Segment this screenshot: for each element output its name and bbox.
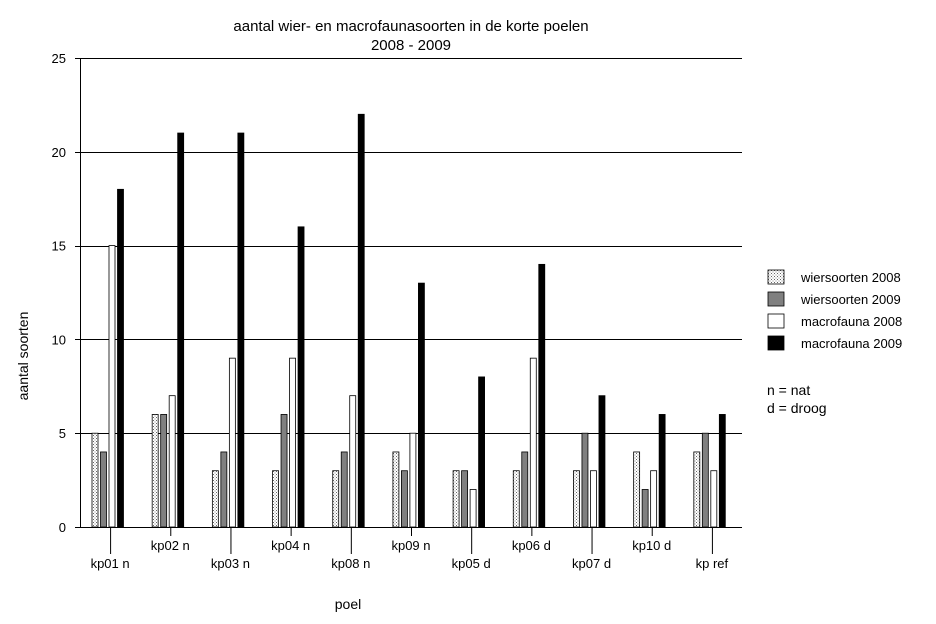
bar-macrofauna-2009-kp04-n: [297, 226, 305, 528]
y-tick-label: 25: [52, 51, 66, 66]
bar-wiersoorten-2009-kp03-n: [220, 451, 228, 528]
bar-macrofauna-2009-kp07-d: [598, 395, 606, 528]
bar-wiersoorten-2009-kp08-n: [340, 451, 348, 528]
bar-macrofauna-2008-kp-ref: [710, 470, 718, 528]
bar-wiersoorten-2009-kp09-n: [401, 470, 408, 528]
bar-macrofauna-2008-kp03-n: [228, 357, 236, 528]
bar-wiersoorten-2009-kp10-d: [641, 489, 649, 528]
y-tick-label: 5: [59, 426, 66, 441]
legend-label: wiersoorten 2008: [800, 270, 901, 285]
legend: wiersoorten 2008 wiersoorten 2009 macrofau…: [767, 269, 902, 351]
note-nat: n = nat: [767, 382, 811, 398]
x-axis-label: poel: [335, 596, 361, 612]
bar-wiersoorten-2009-kp07-d: [581, 432, 589, 528]
bar-macrofauna-2009-kp02-n: [177, 132, 185, 528]
bar-macrofauna-2009-kp03-n: [237, 132, 245, 528]
x-tick-label: kp10 d: [632, 538, 671, 553]
bars: [91, 113, 726, 528]
bar-wiersoorten-2008-kp03-n: [211, 470, 219, 528]
x-tick-label: kp01 n: [91, 556, 130, 571]
legend-label: macrofauna 2009: [801, 336, 902, 351]
bar-macrofauna-2009-kp05-d: [478, 376, 485, 528]
y-tick-label: 10: [52, 332, 66, 347]
bar-macrofauna-2008-kp02-n: [168, 395, 176, 528]
bar-macrofauna-2009-kp-ref: [718, 414, 726, 528]
bar-macrofauna-2009-kp08-n: [357, 113, 365, 528]
x-tick-label: kp03 n: [211, 556, 250, 571]
bar-macrofauna-2008-kp09-n: [409, 432, 417, 528]
bar-wiersoorten-2008-kp01-n: [91, 432, 99, 528]
legend-label: macrofauna 2008: [801, 314, 902, 329]
legend-swatch: [767, 291, 785, 307]
x-tick-label: kp04 n: [271, 538, 310, 553]
bar-macrofauna-2008-kp06-d: [529, 357, 537, 528]
axes: 0 5 10 15 20 25 kp01 n kp02 n kp03 n kp04 n kp08 n…: [15, 51, 742, 612]
bar-wiersoorten-2008-kp04-n: [272, 470, 279, 528]
x-tick-label: kp09 n: [391, 538, 430, 553]
bar-macrofauna-2008-kp04-n: [289, 357, 296, 528]
bar-macrofauna-2009-kp09-n: [418, 282, 425, 528]
bar-macrofauna-2008-kp05-d: [469, 489, 477, 528]
y-tick-label: 20: [52, 145, 66, 160]
bar-wiersoorten-2009-kp04-n: [280, 414, 288, 528]
bar-wiersoorten-2009-kp02-n: [160, 414, 168, 528]
legend-swatch: [767, 313, 785, 329]
x-tick-label: kp05 d: [452, 556, 491, 571]
x-tick-label: kp ref: [696, 556, 729, 571]
bar-macrofauna-2009-kp10-d: [658, 414, 666, 528]
y-tick-label: 15: [52, 239, 66, 254]
bar-macrofauna-2008-kp07-d: [590, 470, 597, 528]
bar-wiersoorten-2009-kp-ref: [701, 432, 709, 528]
legend-label: wiersoorten 2009: [800, 292, 901, 307]
bar-wiersoorten-2008-kp07-d: [573, 470, 580, 528]
legend-swatch: [767, 335, 785, 351]
bar-wiersoorten-2008-kp10-d: [633, 451, 641, 528]
chart-title: aantal wier- en macrofaunasoorten in de …: [233, 18, 589, 35]
bar-wiersoorten-2009-kp06-d: [521, 451, 529, 528]
chart-subtitle: 2008 - 2009: [370, 37, 452, 54]
bar-wiersoorten-2008-kp02-n: [151, 414, 159, 528]
x-tick-label: kp06 d: [512, 538, 551, 553]
bar-macrofauna-2008-kp10-d: [650, 470, 658, 528]
x-tick-label: kp02 n: [151, 538, 190, 553]
x-tick-label: kp07 d: [572, 556, 611, 571]
bar-macrofauna-2008-kp08-n: [349, 395, 357, 528]
bar-macrofauna-2009-kp01-n: [117, 188, 124, 528]
bar-wiersoorten-2008-kp06-d: [512, 470, 520, 528]
bar-wiersoorten-2008-kp09-n: [392, 451, 400, 528]
bar-wiersoorten-2009-kp01-n: [100, 451, 107, 528]
y-tick-label: 0: [59, 520, 66, 535]
y-axis-label: aantal soorten: [15, 312, 31, 401]
note-droog: d = droog: [767, 400, 827, 416]
bar-wiersoorten-2008-kp-ref: [693, 451, 701, 528]
bar-macrofauna-2008-kp01-n: [108, 245, 116, 528]
x-tick-label: kp08 n: [331, 556, 370, 571]
bar-wiersoorten-2008-kp08-n: [332, 470, 340, 528]
legend-swatch: [767, 269, 785, 285]
bar-macrofauna-2009-kp06-d: [538, 263, 546, 528]
bar-wiersoorten-2009-kp05-d: [461, 470, 468, 528]
bar-wiersoorten-2008-kp05-d: [452, 470, 460, 528]
